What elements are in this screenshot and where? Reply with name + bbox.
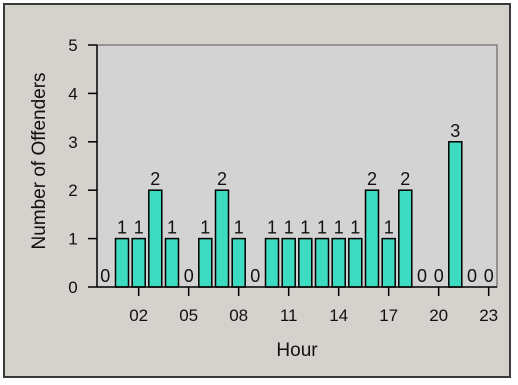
data-label-20: 0 (434, 266, 444, 286)
x-tick-label-23: 23 (479, 306, 498, 325)
y-tick-label-2: 2 (68, 181, 77, 200)
data-label-11: 1 (284, 218, 294, 238)
y-tick-label-3: 3 (68, 133, 77, 152)
data-label-14: 1 (334, 218, 344, 238)
data-label-15: 1 (350, 218, 360, 238)
bar-14 (331, 237, 346, 288)
bar-13 (314, 237, 330, 288)
bar-16 (364, 189, 380, 288)
bar-07 (214, 189, 230, 288)
x-tick-label-05: 05 (179, 306, 198, 325)
x-tick-label-14: 14 (329, 306, 348, 325)
bar-03 (148, 189, 163, 288)
data-label-05: 0 (184, 266, 194, 286)
x-tick-label-08: 08 (229, 306, 248, 325)
bar-04 (164, 237, 180, 288)
data-label-12: 1 (300, 218, 310, 238)
bar-06 (198, 237, 213, 288)
data-label-01: 1 (117, 218, 127, 238)
x-axis: 02 05 08 11 14 17 20 23 (97, 286, 498, 325)
y-axis: 0 1 2 3 4 5 (68, 36, 98, 297)
bar-15 (348, 237, 363, 288)
bar-02 (131, 237, 146, 288)
data-label-02: 1 (134, 218, 144, 238)
data-label-18: 2 (400, 169, 410, 189)
data-label-17: 1 (384, 218, 394, 238)
data-label-16: 2 (367, 169, 377, 189)
data-label-23: 0 (484, 266, 494, 286)
data-label-10: 1 (267, 218, 277, 238)
data-label-08: 1 (234, 218, 244, 238)
bar-21 (448, 141, 463, 288)
y-axis-title: Number of Offenders (29, 72, 50, 249)
x-axis-title: Hour (276, 340, 318, 361)
y-tick-label-5: 5 (68, 36, 77, 55)
data-label-21: 3 (450, 121, 460, 141)
x-tick-label-11: 11 (280, 306, 298, 325)
bar-18 (398, 189, 413, 288)
bar-08 (231, 237, 246, 288)
data-label-00: 0 (100, 266, 110, 286)
data-label-22: 0 (467, 266, 477, 286)
x-tick-label-17: 17 (379, 306, 398, 325)
bar-12 (298, 237, 313, 288)
data-label-09: 0 (250, 266, 260, 286)
data-label-04: 1 (167, 218, 177, 238)
y-tick-label-4: 4 (68, 84, 77, 103)
data-label-13: 1 (317, 218, 327, 238)
bar-17 (381, 237, 396, 288)
x-tick-label-20: 20 (429, 306, 448, 325)
data-label-06: 1 (200, 218, 210, 238)
bar-11 (281, 237, 296, 288)
data-label-19: 0 (417, 266, 427, 286)
bars (114, 141, 463, 288)
bar-01 (114, 237, 130, 288)
data-label-07: 2 (217, 169, 227, 189)
y-tick-label-1: 1 (68, 230, 77, 249)
y-tick-label-0: 0 (68, 278, 77, 297)
plot-area (96, 44, 498, 288)
x-tick-label-02: 02 (129, 306, 148, 325)
data-label-03: 2 (150, 169, 160, 189)
bar-10 (264, 237, 280, 288)
